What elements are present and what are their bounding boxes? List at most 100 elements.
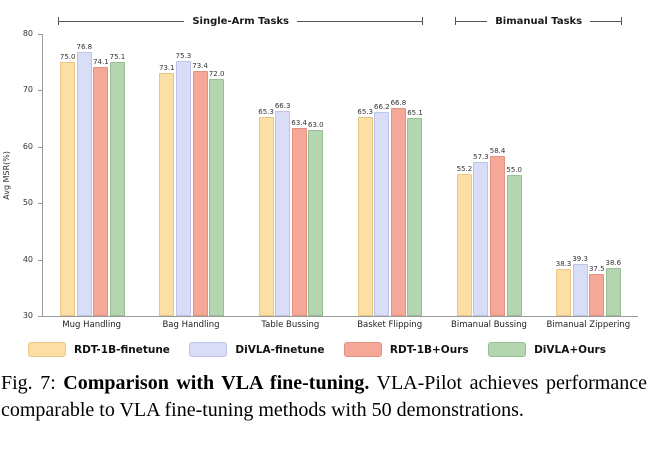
bar-value-label: 65.3	[258, 107, 274, 116]
bar-value-label: 55.0	[506, 166, 522, 174]
x-axis-category-label: Mug Handling	[62, 320, 122, 330]
bar	[473, 162, 489, 316]
bar-value-label: 74.1	[93, 58, 109, 67]
bracket-line	[456, 20, 488, 22]
bar-with-label: 57.3	[473, 153, 489, 316]
x-axis-category-label: Bimanual Bussing	[451, 320, 527, 330]
grouped-bar-chart: Single-Arm Tasks Bimanual Tasks Avg MSR(%…	[0, 14, 638, 357]
bar	[291, 127, 307, 316]
bar-value-label: 66.8	[390, 99, 407, 108]
bar-with-label: 73.1	[159, 64, 175, 316]
bar-group: 75.0 76.8 74.1 75.1	[43, 34, 142, 316]
bar-value-label: 58.4	[489, 146, 506, 155]
bar-with-label: 55.0	[506, 166, 522, 316]
bar	[175, 60, 191, 316]
bar-with-label: 66.3	[274, 102, 291, 316]
bar	[109, 61, 125, 316]
bar	[275, 111, 291, 316]
y-tick-mark	[38, 90, 42, 92]
y-tick-label: 80	[22, 29, 33, 38]
bar-value-label: 63.4	[291, 118, 308, 127]
legend-swatch	[189, 342, 228, 357]
bar-with-label: 66.2	[374, 103, 390, 316]
bar-group: 38.3 39.3 37.5 38.6	[539, 34, 638, 316]
bar-group: 65.3 66.2 66.8 65.1	[341, 34, 440, 316]
bar	[407, 118, 423, 316]
bar	[93, 67, 109, 316]
task-group-bracket: Bimanual Tasks	[455, 14, 622, 28]
bracket-label: Single-Arm Tasks	[192, 15, 290, 27]
bar-with-label: 76.8	[76, 43, 92, 316]
bar	[456, 173, 472, 316]
x-axis-category-label: Table Bussing	[261, 320, 320, 330]
bar-value-label: 75.3	[175, 51, 192, 60]
bar-with-label: 38.3	[556, 260, 572, 316]
x-axis-labels: Mug Handling Bag Handling Table Bussing Bas…	[42, 320, 638, 330]
legend-item: RDT-1B-finetune	[28, 342, 170, 357]
y-tick-label: 70	[22, 85, 33, 95]
bar	[506, 175, 522, 316]
bar-value-label: 66.3	[274, 102, 291, 111]
bar-value-label: 72.0	[208, 70, 225, 79]
y-axis: Avg MSR(%) 30 40 50 60 70 80	[0, 29, 42, 320]
bar-value-label: 75.0	[59, 53, 76, 62]
legend: RDT-1B-finetune DiVLA-finetune RDT-1B+Ours…	[28, 342, 606, 357]
bar-with-label: 55.2	[456, 164, 473, 316]
bar	[76, 52, 92, 316]
bar	[192, 71, 208, 316]
legend-label: RDT-1B+Ours	[389, 343, 469, 356]
x-axis-category-label: Bag Handling	[162, 320, 220, 330]
bar-group: 55.2 57.3 58.4 55.0	[440, 34, 539, 316]
caption-title: Comparison with VLA fine-tuning.	[63, 372, 370, 394]
bar-with-label: 75.3	[175, 51, 192, 316]
bar-with-label: 58.4	[489, 146, 506, 316]
bar	[374, 111, 390, 316]
bar	[209, 79, 225, 316]
caption-number: Fig. 7:	[1, 372, 64, 394]
legend-item: RDT-1B+Ours	[343, 342, 469, 357]
y-tick-mark	[38, 146, 42, 148]
bar-with-label: 63.4	[291, 119, 307, 316]
bar-value-label: 63.0	[308, 120, 324, 129]
legend-item: DiVLA+Ours	[488, 342, 606, 357]
bar-with-label: 65.3	[258, 108, 274, 316]
bar-group: 65.3 66.3 63.4 63.0	[241, 34, 340, 316]
bracket-line	[297, 20, 423, 22]
bar-with-label: 65.1	[407, 109, 423, 316]
legend-swatch	[28, 342, 66, 357]
bar-value-label: 75.1	[109, 52, 126, 61]
bracket-line	[59, 20, 185, 22]
bar-value-label: 38.6	[605, 258, 622, 267]
bracket-endcap	[58, 17, 59, 25]
bar	[572, 263, 588, 316]
legend-label: DiVLA+Ours	[534, 343, 606, 356]
bar	[556, 269, 572, 316]
bar-with-label: 72.0	[208, 70, 225, 316]
legend-swatch	[343, 342, 382, 357]
bracket-endcap	[621, 17, 622, 25]
bar-with-label: 63.0	[308, 121, 324, 316]
bar	[258, 116, 274, 316]
bar-value-label: 37.5	[588, 264, 605, 273]
bar	[308, 129, 324, 316]
legend-label: DiVLA-finetune	[235, 343, 325, 356]
y-tick-mark	[38, 203, 42, 205]
bar-value-label: 66.2	[374, 102, 390, 111]
bar-value-label: 55.2	[456, 164, 473, 173]
bar-with-label: 75.1	[109, 52, 126, 316]
bar-value-label: 76.8	[76, 43, 93, 52]
bar	[159, 72, 175, 316]
bar	[60, 62, 76, 316]
y-tick-label: 50	[22, 198, 33, 208]
bar-with-label: 65.3	[357, 108, 373, 316]
bracket-endcap	[422, 17, 424, 25]
x-axis-category-label: Basket Flipping	[357, 320, 423, 330]
bar-value-label: 65.1	[407, 109, 423, 118]
y-tick-label: 40	[22, 254, 33, 264]
bar	[357, 116, 373, 316]
bar-with-label: 73.4	[192, 62, 208, 316]
legend-swatch	[488, 342, 527, 357]
bar-with-label: 74.1	[93, 58, 109, 316]
bar-with-label: 37.5	[589, 265, 605, 316]
